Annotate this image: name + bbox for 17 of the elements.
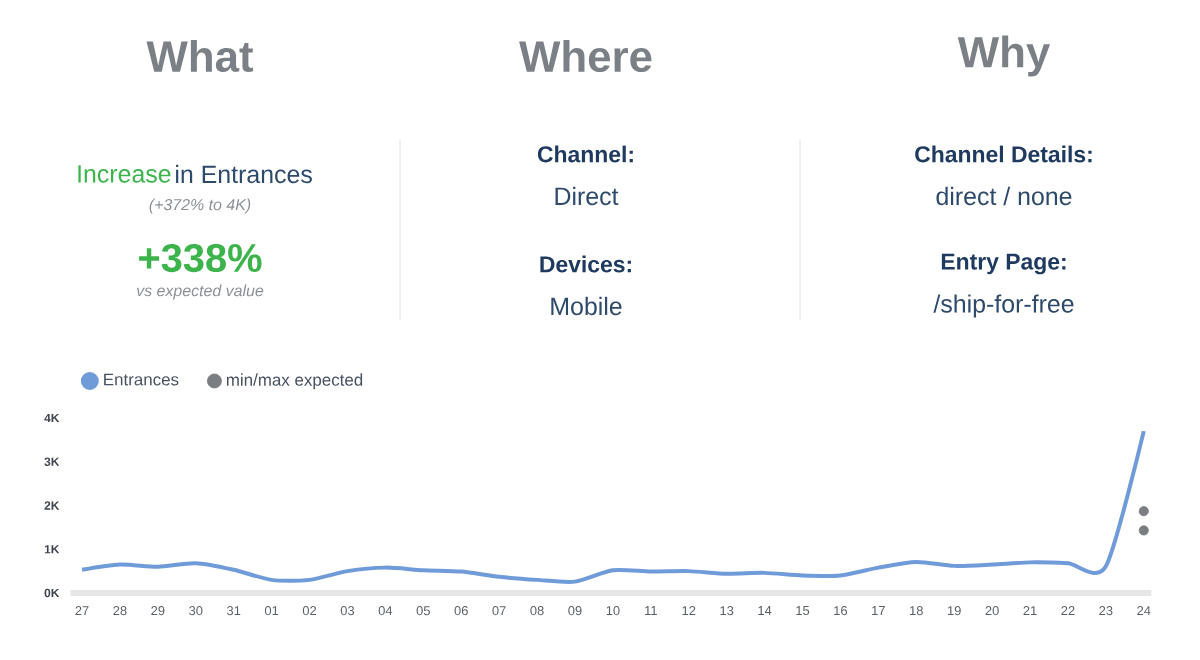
text: Increase xyxy=(78,165,171,183)
text: Where xyxy=(519,39,652,73)
text: /ship-for-free xyxy=(933,294,1074,318)
text: Entry Page: xyxy=(941,253,1066,275)
text: What xyxy=(146,39,254,73)
legend-label: min/max expected xyxy=(226,373,363,390)
text: direct / none xyxy=(936,186,1072,206)
text: Channel Details: xyxy=(915,145,1092,163)
text: +338% xyxy=(139,243,262,273)
text: Mobile xyxy=(551,296,622,316)
legend-label: Entrances xyxy=(104,373,179,386)
text: Devices: xyxy=(540,255,631,273)
text: in Entrances xyxy=(176,164,312,184)
text: Channel: xyxy=(537,145,633,163)
text: Direct xyxy=(555,186,619,206)
text: Why xyxy=(957,35,1051,77)
line-series xyxy=(80,429,1146,584)
